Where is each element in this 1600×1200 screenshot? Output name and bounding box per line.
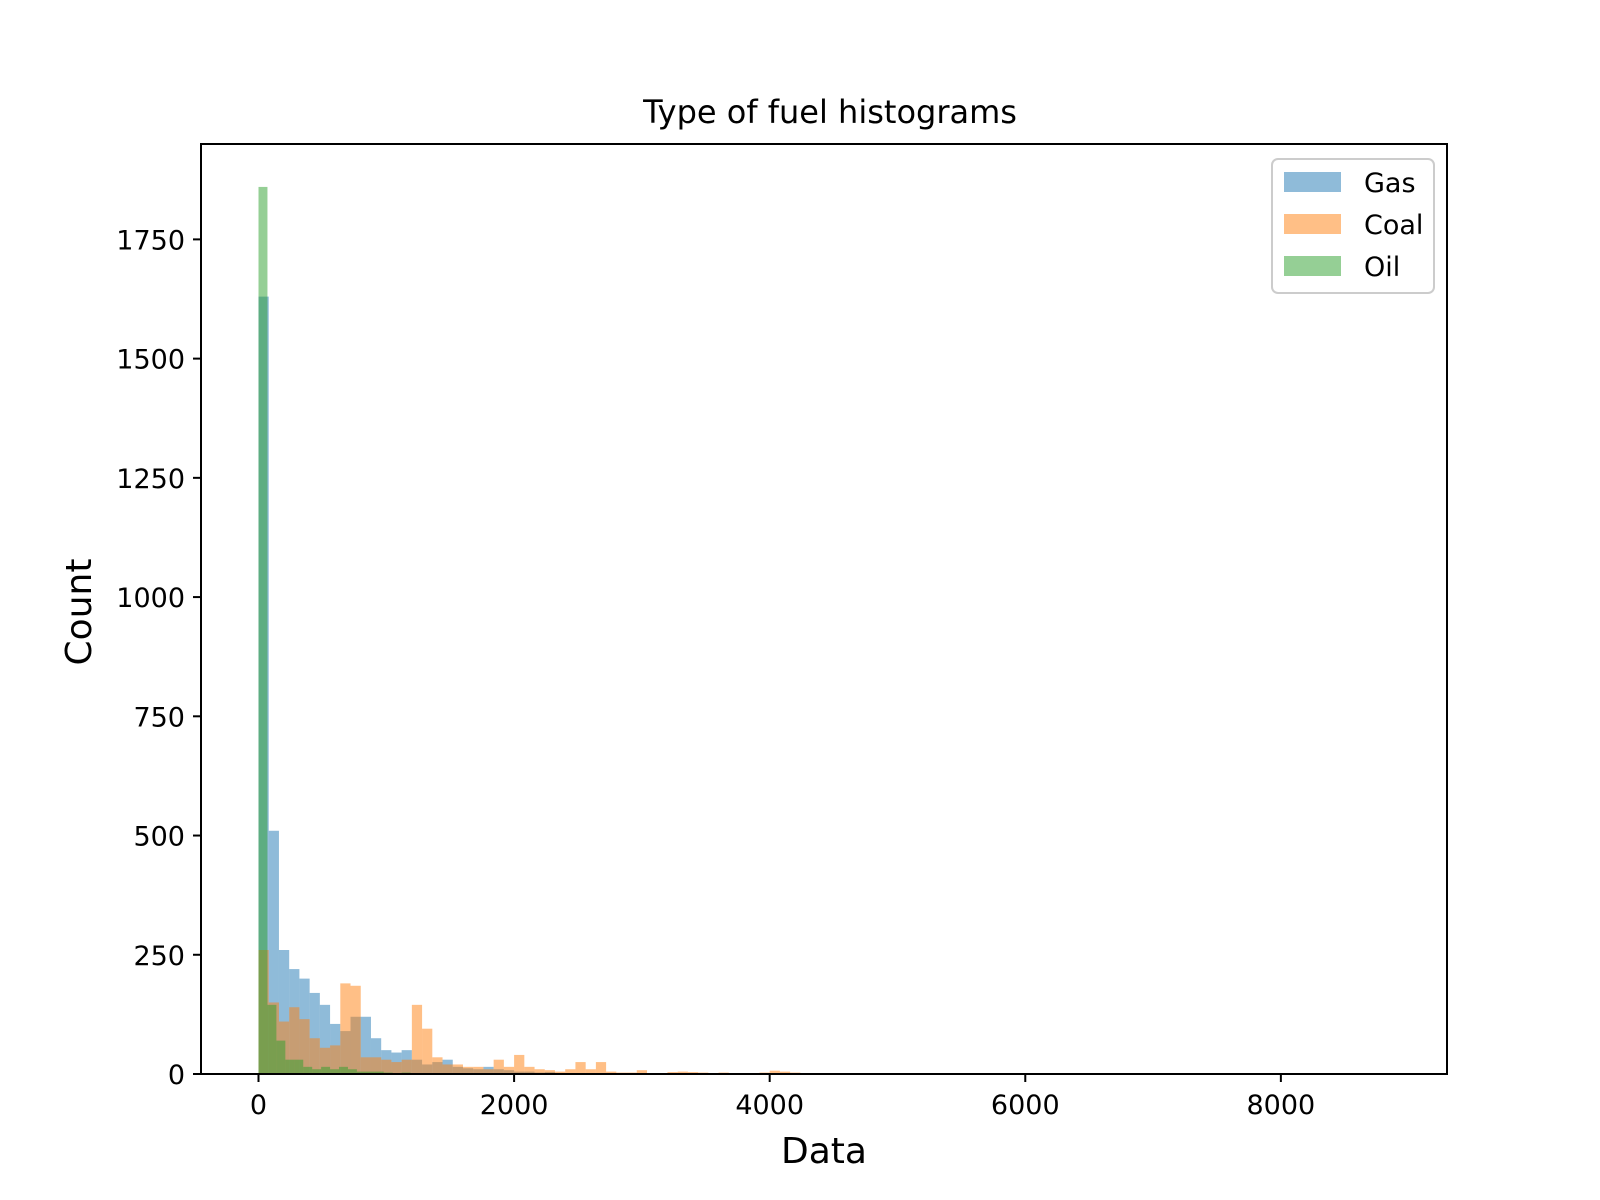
histogram-bar [595, 1062, 607, 1074]
histogram-bar [391, 1062, 402, 1074]
x-tick-label: 8000 [1247, 1090, 1316, 1121]
x-tick-label: 2000 [480, 1090, 549, 1121]
histogram-bar [356, 1071, 366, 1074]
y-tick-label: 1500 [116, 345, 185, 376]
histogram-bar [350, 985, 361, 1074]
histogram-bar [268, 830, 279, 1074]
histogram-bar [503, 1066, 515, 1074]
histogram-bar [285, 1059, 295, 1074]
histogram-bar [442, 1064, 453, 1074]
histogram-bar [401, 1059, 412, 1074]
histogram-bar [258, 186, 268, 1074]
legend-label-oil: Oil [1364, 252, 1400, 283]
histogram-bar [374, 1071, 384, 1074]
histogram-bar [347, 1069, 357, 1074]
histogram-bar [370, 1038, 382, 1074]
histogram-bar [321, 1066, 331, 1074]
series-oil [258, 186, 447, 1074]
histogram-bar [339, 1066, 348, 1074]
histogram-bar [534, 1069, 545, 1074]
histogram-bar [330, 1045, 341, 1074]
histogram-bar [606, 1071, 617, 1074]
legend-label-gas: Gas [1364, 168, 1416, 199]
histogram-bar [276, 1040, 286, 1074]
y-tick-label: 500 [133, 822, 185, 853]
y-axis-label: Count [59, 559, 100, 666]
y-tick-label: 1250 [116, 464, 185, 495]
histogram-bar [309, 1038, 320, 1074]
histogram-bar [575, 1062, 586, 1074]
histogram-bar [411, 1004, 423, 1074]
histogram-bar [381, 1059, 392, 1074]
histogram-bar [779, 1071, 791, 1074]
series-gas [258, 296, 555, 1075]
histogram-bar [294, 1059, 304, 1074]
x-axis-label: Data [781, 1131, 867, 1172]
histogram-bar [432, 1057, 443, 1074]
histogram-bar [769, 1070, 780, 1074]
histogram-bar [462, 1066, 474, 1074]
histogram-bar [452, 1064, 463, 1074]
histogram-bar [585, 1069, 596, 1074]
legend-swatch-coal [1284, 214, 1341, 234]
y-axis-ticks: 0 250 500 750 1000 1250 1500 1750 [116, 225, 201, 1091]
histogram-bar [493, 1059, 504, 1074]
bars-layer [258, 186, 801, 1075]
histogram-bar [370, 1057, 382, 1074]
x-axis-ticks: 0 2000 4000 6000 8000 [250, 1074, 1315, 1121]
x-tick-label: 4000 [735, 1090, 804, 1121]
histogram-bar [319, 1047, 331, 1074]
histogram-bar [422, 1028, 433, 1074]
histogram-bar [636, 1070, 648, 1074]
histogram-bar [365, 1071, 375, 1074]
chart-title: Type of fuel histograms [642, 93, 1017, 131]
histogram-bar [340, 983, 351, 1074]
legend: Gas Coal Oil [1271, 158, 1435, 294]
histogram-bar [360, 1057, 371, 1074]
y-tick-label: 0 [168, 1060, 185, 1091]
histogram-bar [677, 1071, 688, 1074]
histogram-bar [309, 992, 320, 1074]
legend-label-coal: Coal [1364, 210, 1423, 241]
y-tick-label: 1750 [116, 225, 185, 256]
legend-swatch-oil [1284, 256, 1341, 276]
histogram-bar [319, 1004, 331, 1074]
histogram-bar [312, 1069, 322, 1074]
y-tick-label: 1000 [116, 583, 185, 614]
histogram-bar [473, 1066, 484, 1074]
histogram-bar [483, 1069, 494, 1074]
histogram-bar [299, 1019, 310, 1074]
histogram-bar [514, 1054, 525, 1074]
plot-frame [200, 143, 1448, 1075]
histogram-bar [267, 1004, 277, 1074]
legend-items: Gas Coal Oil [1284, 168, 1423, 283]
histogram-bar [554, 1071, 566, 1074]
y-tick-label: 250 [133, 941, 185, 972]
histogram-bar [289, 1007, 300, 1074]
x-tick-label: 6000 [991, 1090, 1060, 1121]
x-tick-label: 0 [250, 1090, 267, 1121]
histogram-bar [544, 1070, 555, 1074]
series-coal [258, 950, 801, 1074]
histogram-bar [524, 1066, 535, 1074]
histogram-bar [330, 1069, 340, 1074]
histogram-bar [360, 1016, 371, 1074]
histogram-bar [278, 950, 290, 1074]
histogram-bar [303, 1066, 313, 1074]
y-tick-label: 750 [133, 702, 185, 733]
histogram-bar [565, 1069, 576, 1074]
legend-swatch-gas [1284, 172, 1341, 192]
